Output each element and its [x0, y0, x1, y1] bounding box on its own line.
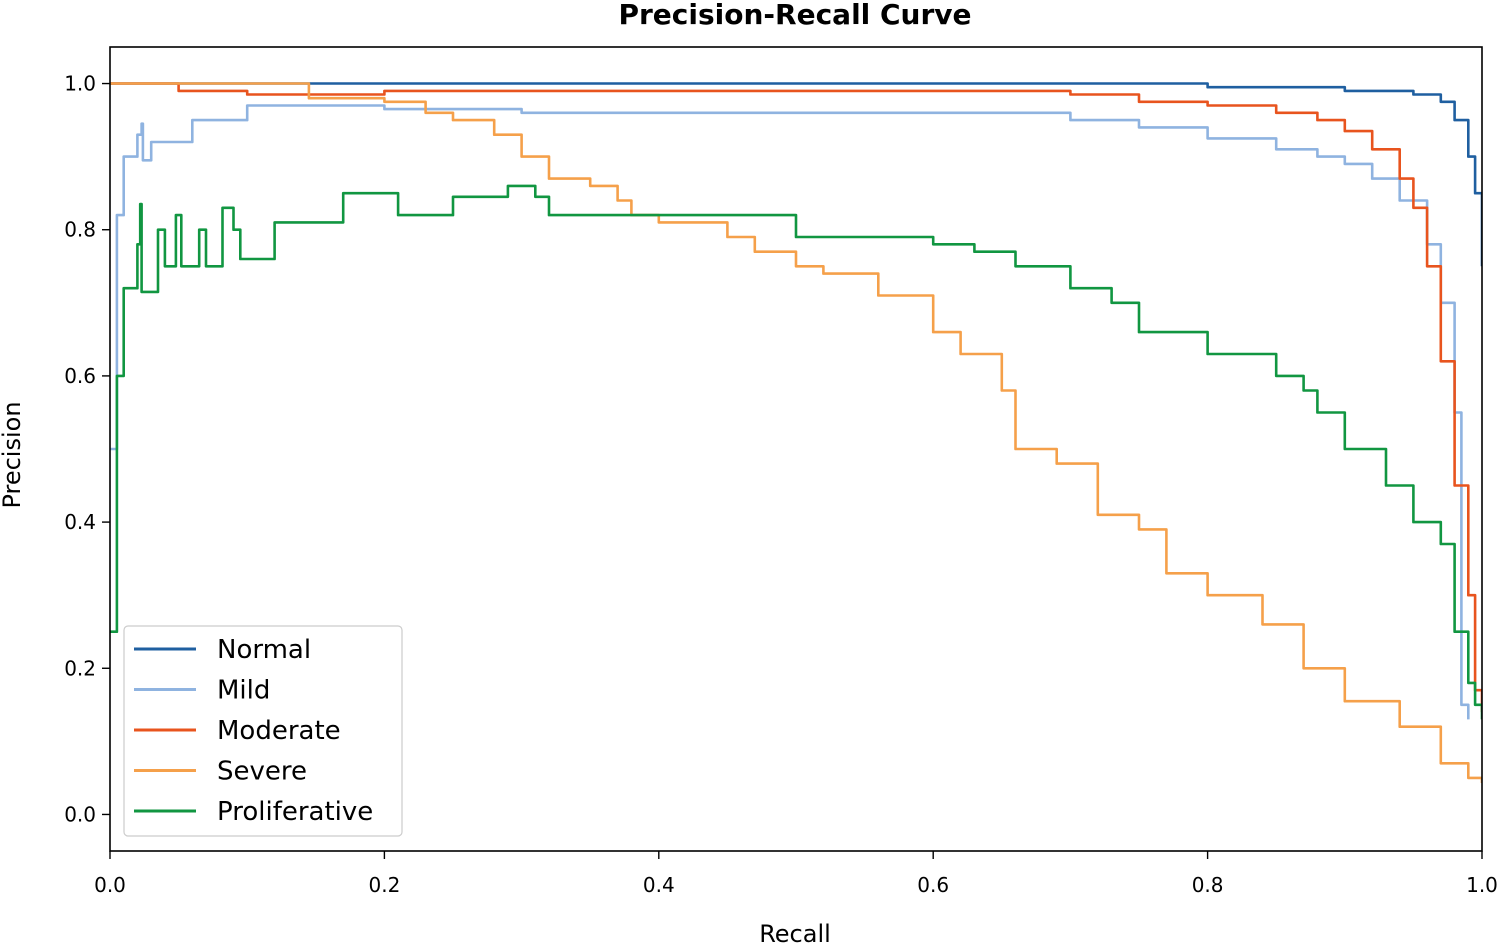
series-line-severe: [110, 82, 1482, 783]
legend-label-mild: Mild: [217, 676, 270, 706]
legend: Normal Mild Moderate Severe Proliferative: [123, 625, 403, 837]
x-tick-label: 0.4: [643, 873, 675, 897]
x-tick-label: 0.0: [94, 873, 126, 897]
y-tick-label: 0.4: [64, 510, 96, 534]
y-axis-label: Precision: [0, 401, 26, 508]
x-axis-label: Recall: [759, 920, 831, 947]
x-axis: 0.0 0.2 0.4 0.6 0.8 1.0: [94, 851, 1498, 897]
chart-title: Precision-Recall Curve: [618, 0, 971, 31]
y-tick-label: 0.8: [64, 218, 96, 242]
y-tick-label: 1.0: [64, 72, 96, 96]
y-tick-label: 0.0: [64, 802, 96, 826]
series-layer: [110, 82, 1482, 783]
plot-frame: [109, 46, 1483, 852]
legend-label-proliferative: Proliferative: [217, 797, 373, 827]
series-line-moderate: [110, 82, 1482, 713]
legend-box: [123, 625, 403, 837]
legend-label-normal: Normal: [217, 635, 311, 665]
x-tick-label: 1.0: [1466, 873, 1498, 897]
legend-label-moderate: Moderate: [217, 716, 341, 746]
y-tick-label: 0.2: [64, 656, 96, 680]
series-line-proliferative: [110, 184, 1482, 720]
legend-label-severe: Severe: [217, 757, 307, 787]
series-line-normal: [110, 82, 1482, 267]
x-tick-label: 0.2: [368, 873, 400, 897]
y-axis: 0.0 0.2 0.4 0.6 0.8 1.0: [64, 72, 110, 826]
y-tick-label: 0.6: [64, 364, 96, 388]
x-tick-label: 0.6: [917, 873, 949, 897]
x-tick-label: 0.8: [1192, 873, 1224, 897]
